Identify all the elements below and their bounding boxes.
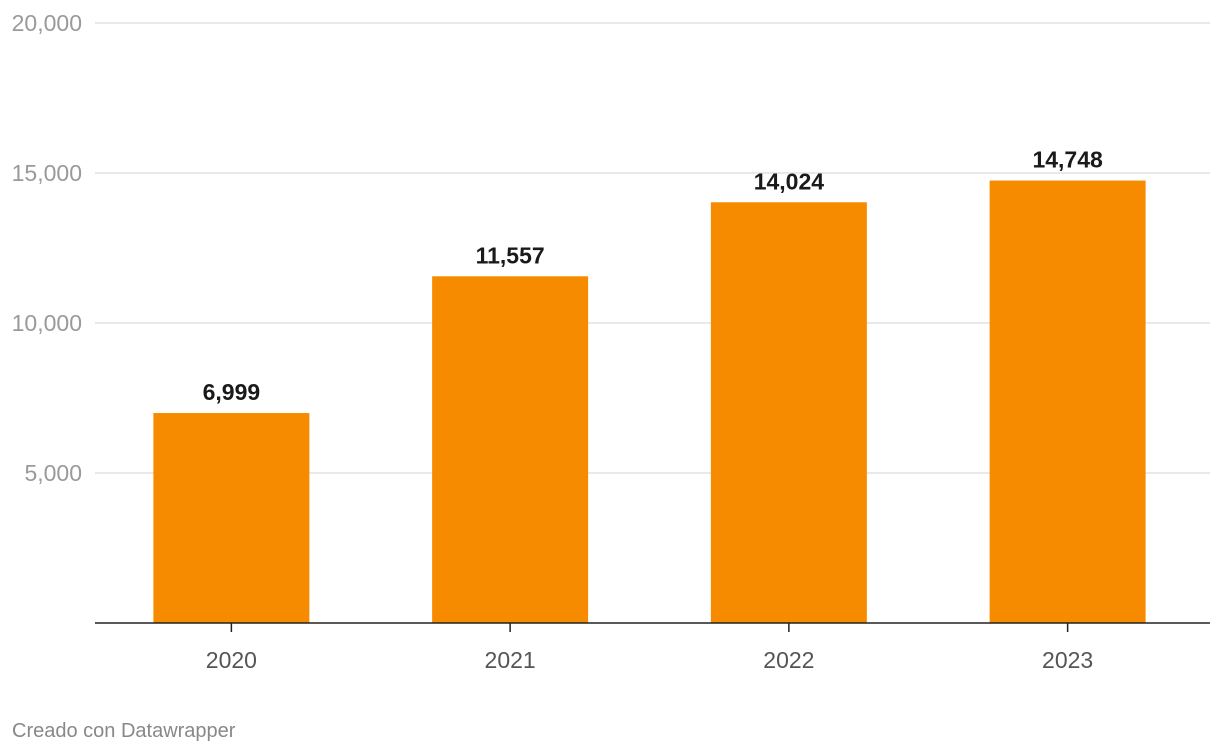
data-label-2022: 14,024 (754, 168, 825, 194)
y-tick-label: 10,000 (12, 310, 82, 336)
y-tick-label: 15,000 (12, 160, 82, 186)
data-label-2021: 11,557 (476, 242, 545, 268)
credit-text: Creado con Datawrapper (12, 720, 236, 742)
bar-2023 (989, 180, 1146, 623)
x-tick-label-2022: 2022 (763, 647, 814, 673)
data-label-2023: 14,748 (1032, 147, 1103, 173)
y-axis-ticks: 5,000 10,000 15,000 20,000 (12, 10, 82, 486)
x-tick-label-2023: 2023 (1042, 647, 1093, 673)
x-tick-label-2021: 2021 (485, 647, 536, 673)
y-tick-label: 5,000 (24, 460, 82, 486)
data-label-2020: 6,999 (203, 379, 261, 405)
x-tick-label-2020: 2020 (206, 647, 257, 673)
bar-2021 (432, 276, 589, 623)
bars (153, 180, 1146, 623)
bar-2022 (710, 202, 867, 623)
y-tick-label: 20,000 (12, 10, 82, 36)
data-labels: 6,999 11,557 14,024 14,748 (203, 147, 1103, 405)
x-axis-ticks: 2020 2021 2022 2023 (206, 623, 1093, 673)
bar-2020 (153, 413, 310, 623)
